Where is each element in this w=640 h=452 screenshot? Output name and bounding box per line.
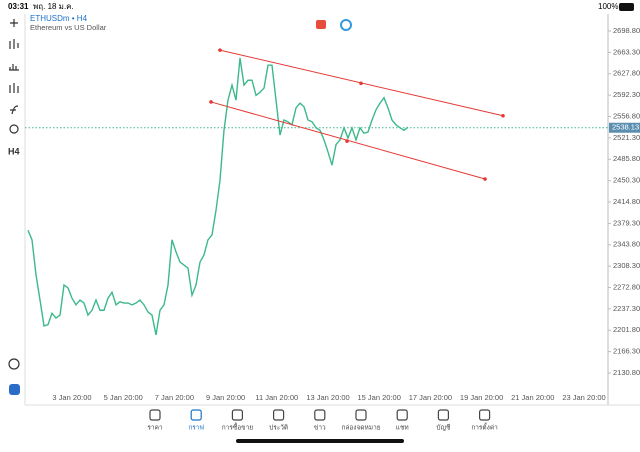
- y-tick-label: 2166.30: [613, 347, 640, 356]
- x-tick-label: 9 Jan 20:00: [206, 393, 245, 402]
- nav-label[interactable]: ราคา: [147, 425, 162, 432]
- y-tick-label: 2414.80: [613, 197, 640, 206]
- y-tick-label: 2521.30: [613, 133, 640, 142]
- nav-icon[interactable]: [314, 409, 326, 421]
- y-tick-label: 2379.30: [613, 218, 640, 227]
- x-tick-label: 11 Jan 20:00: [255, 393, 298, 402]
- trendline-point[interactable]: [359, 81, 363, 86]
- trendline-point[interactable]: [345, 139, 349, 143]
- crosshair-tool[interactable]: [10, 19, 18, 27]
- x-tick-label: 3 Jan 20:00: [52, 393, 91, 402]
- nav-label[interactable]: การตั้งค่า: [471, 423, 498, 432]
- x-tick-label: 19 Jan 20:00: [460, 393, 503, 402]
- y-tick-label: 2237.30: [613, 304, 640, 313]
- current-price-box: [609, 122, 640, 133]
- y-tick-label: 2556.80: [613, 111, 640, 120]
- nav-icon[interactable]: [231, 409, 243, 421]
- nav-icon[interactable]: [190, 409, 202, 421]
- nav-label[interactable]: กล่องจดหมาย: [341, 425, 380, 432]
- status-date: พฤ. 18 ม.ค.: [33, 2, 74, 11]
- y-tick-label: 2450.30: [613, 176, 640, 185]
- x-tick-label: 13 Jan 20:00: [306, 393, 349, 402]
- price-line: [27, 57, 409, 336]
- y-tick-label: 2343.80: [613, 240, 640, 249]
- nav-label[interactable]: กราฟ: [188, 425, 204, 432]
- nav-icon[interactable]: [396, 409, 408, 421]
- trade-button[interactable]: [316, 20, 326, 29]
- y-tick-label: 2201.80: [613, 325, 640, 334]
- x-tick-label: 5 Jan 20:00: [104, 393, 143, 402]
- battery-icon: [619, 3, 634, 11]
- indicators-tool[interactable]: [9, 64, 19, 71]
- nav-icon[interactable]: [355, 409, 367, 421]
- timeframe[interactable]: H4: [8, 146, 20, 156]
- trendline-point[interactable]: [483, 177, 487, 181]
- nav-icon[interactable]: [437, 409, 449, 421]
- description: Ethereum vs US Dollar: [30, 23, 107, 32]
- nav-label[interactable]: แชท: [396, 425, 409, 432]
- indicator-button[interactable]: [340, 19, 352, 31]
- y-tick-label: 2663.30: [613, 47, 640, 56]
- left-toolbar: [8, 19, 20, 370]
- x-tick-label: 21 Jan 20:00: [511, 393, 554, 402]
- trendline-point[interactable]: [209, 100, 213, 104]
- search-tool[interactable]: [9, 124, 19, 134]
- nav-icon[interactable]: [149, 409, 161, 421]
- y-tick-label: 2272.80: [613, 282, 640, 291]
- y-tick-label: 2308.30: [613, 261, 640, 270]
- trendline-point[interactable]: [218, 48, 222, 52]
- y-tick-label: 2592.30: [613, 90, 640, 99]
- bottom-tool[interactable]: [8, 358, 20, 370]
- current-price-label: 2538.13: [612, 123, 639, 132]
- x-tick-label: 15 Jan 20:00: [358, 393, 401, 402]
- function-tool[interactable]: [10, 105, 19, 115]
- y-tick-label: 2130.80: [613, 368, 640, 377]
- symbol[interactable]: ETHUSDm • H4: [30, 14, 88, 23]
- nav-icon[interactable]: [479, 409, 491, 421]
- x-tick-label: 7 Jan 20:00: [155, 393, 194, 402]
- y-tick-label: 2698.80: [613, 26, 640, 35]
- nav-icon[interactable]: [273, 409, 285, 421]
- status-battery: 100%: [598, 2, 618, 11]
- nav-label[interactable]: ประวัติ: [269, 424, 288, 432]
- y-tick-label: 2627.80: [613, 69, 640, 78]
- x-tick-label: 17 Jan 20:00: [409, 393, 452, 402]
- nav-label[interactable]: การซื้อขาย: [222, 423, 253, 432]
- objects-tool[interactable]: [9, 83, 19, 93]
- nav-label[interactable]: ข่าว: [314, 425, 326, 432]
- nav-label[interactable]: บัญชี: [436, 424, 451, 432]
- status-time: 03:31: [8, 2, 29, 11]
- x-tick-label: 23 Jan 20:00: [562, 393, 605, 402]
- y-tick-label: 2485.80: [613, 154, 640, 163]
- home-indicator: [236, 439, 404, 443]
- app-icon[interactable]: [9, 384, 20, 395]
- trendline-point[interactable]: [501, 113, 505, 118]
- chart-type-tool[interactable]: [9, 39, 19, 49]
